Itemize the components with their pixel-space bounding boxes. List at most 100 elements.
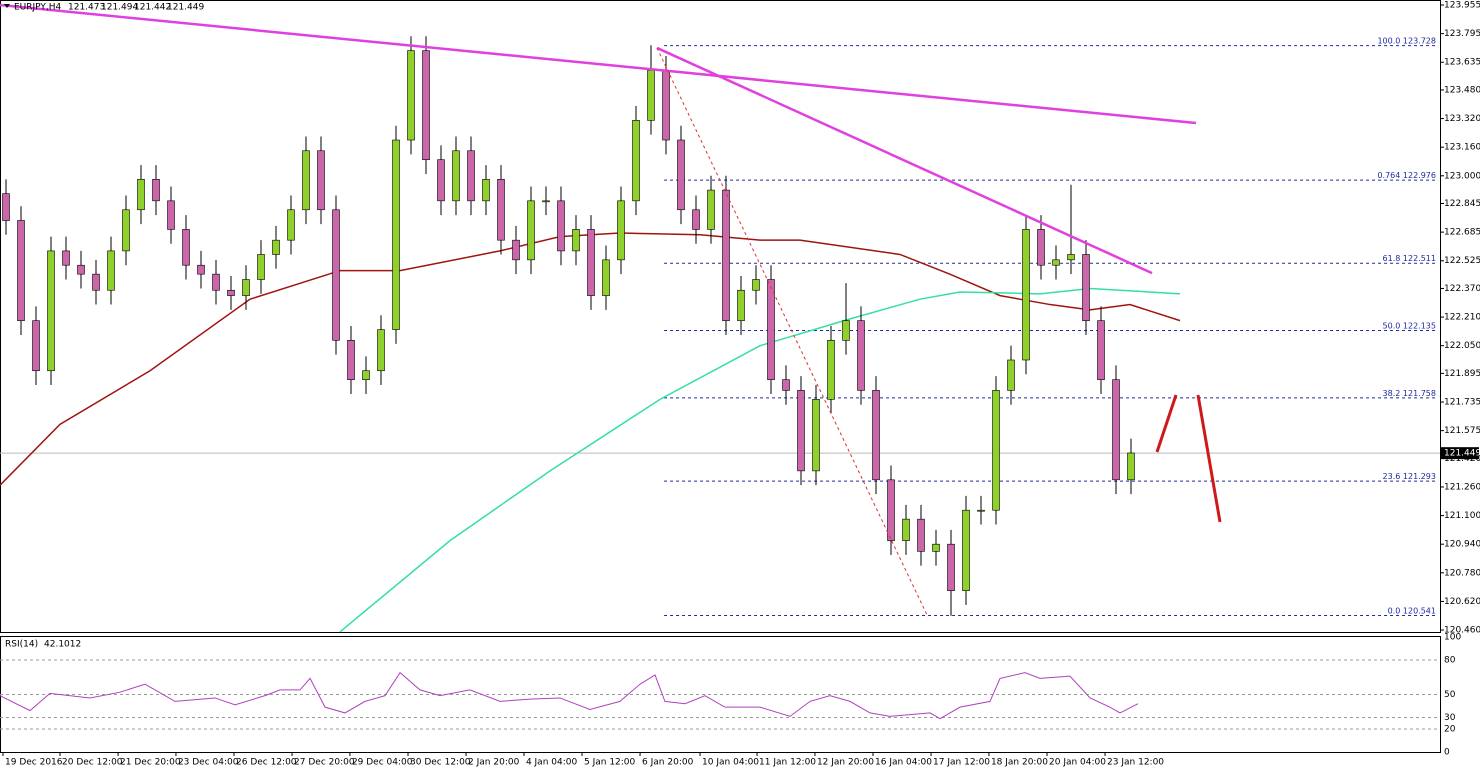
fib-level-value: 120.541 [1403,606,1436,615]
fib-label: 0.0 120.541 [1388,606,1436,615]
candle-body [557,200,565,252]
x-tick-label: 17 Jan 12:00 [933,758,990,768]
candle-body [197,264,205,275]
candle-body [467,150,475,202]
candle-body [332,209,340,341]
arrow-up [1155,394,1178,453]
rsi-tick-label: 80 [1444,656,1456,666]
candle-body [677,139,685,211]
close: 121.449 [167,3,204,13]
candle-body [692,209,700,230]
candle-body [1067,254,1075,261]
candle-body [2,193,10,221]
candle-body [542,200,550,203]
candle-body [347,340,355,380]
candle-body [182,229,190,266]
y-tick-label: 123.795 [1444,29,1480,39]
y-tick-label: 122.685 [1444,228,1480,238]
y-tick-label: 123.955 [1444,1,1480,11]
candle-body [647,69,655,121]
y-tick-label: 123.160 [1444,143,1480,153]
candle-body [392,139,400,330]
y-tick-label: 123.480 [1444,85,1480,95]
arrow-down [1196,394,1222,523]
candle-body [812,399,820,472]
candle-body [932,543,940,552]
moving-average [0,232,1181,486]
rsi-label: RSI(14) [5,640,38,650]
candle-body [452,150,460,202]
candle-body [242,279,250,296]
candle-body [962,509,970,591]
candle-body [947,543,955,591]
fib-level-name: 0.764 [1377,171,1400,180]
candle-body [272,239,280,255]
rsi-tick-label: 30 [1444,713,1456,723]
header-icon [4,4,10,8]
candle-body [737,289,745,321]
header: EURJPY,H4 121.473 121.494 121.442 121.44… [4,3,204,13]
y-tick-label: 121.735 [1444,398,1480,408]
y-tick-label: 121.100 [1444,511,1480,521]
candle-body [632,120,640,202]
fib-label: 0.764 122.976 [1377,171,1436,180]
x-tick-label: 18 Jan 20:00 [991,758,1048,768]
y-tick-label: 122.370 [1444,284,1480,294]
x-tick-label: 19 Dec 2016 [5,758,63,768]
candle-body [887,479,895,541]
x-tick-label: 29 Dec 04:00 [352,758,413,768]
candle-body [107,250,115,291]
candle-body [407,50,415,141]
x-tick-label: 10 Jan 04:00 [702,758,759,768]
fib-level-value: 122.511 [1403,254,1436,263]
candle-body [857,320,865,391]
fib-label: 61.8 122.511 [1383,254,1436,263]
candle-body [362,370,370,380]
candle-body [842,320,850,341]
candle-body [1082,254,1090,321]
candle-body [512,239,520,261]
current-price-label: 121.449 [1444,449,1480,459]
candle-body [257,254,265,280]
low: 121.442 [134,3,171,13]
candle-body [1127,452,1135,481]
candle-body [227,289,235,296]
rsi-line [0,671,1139,720]
candle-body [662,69,670,141]
y-tick-label: 123.000 [1444,171,1480,181]
fib-label: 50.0 122.135 [1383,321,1436,330]
candle-body [707,189,715,230]
candle-body [17,220,25,321]
candle-body [902,518,910,541]
x-tick-label: 5 Jan 12:00 [584,758,636,768]
candle-body [92,273,100,291]
candle-body [167,200,175,230]
candle-body [62,250,70,266]
y-tick-label: 120.620 [1444,597,1480,607]
y-tick-label: 122.845 [1444,199,1480,209]
candle-body [497,179,505,241]
x-tick-label: 12 Jan 20:00 [817,758,874,768]
fib-label: 23.6 121.293 [1383,472,1436,481]
fib-level-name: 23.6 [1383,472,1401,481]
candle-body [437,159,445,202]
x-tick-label: 6 Jan 20:00 [642,758,694,768]
y-tick-label: 121.895 [1444,369,1480,379]
x-tick-label: 20 Jan 04:00 [1049,758,1106,768]
rsi-tick-label: 20 [1444,725,1456,735]
fib-level-value: 122.135 [1403,321,1436,330]
x-tick-label: 20 Dec 12:00 [62,758,123,768]
rsi-tick-label: 50 [1444,690,1456,700]
candle-body [377,329,385,372]
candle-body [617,200,625,261]
trend-line [656,46,1153,275]
candle-body [722,189,730,321]
candle-body [572,229,580,252]
fib-label: 38.2 121.758 [1383,388,1436,397]
candle-body [797,390,805,472]
rsi-tick-label: 0 [1444,748,1450,758]
x-tick-label: 2 Jan 20:00 [468,758,520,768]
candle-body [1097,320,1105,380]
